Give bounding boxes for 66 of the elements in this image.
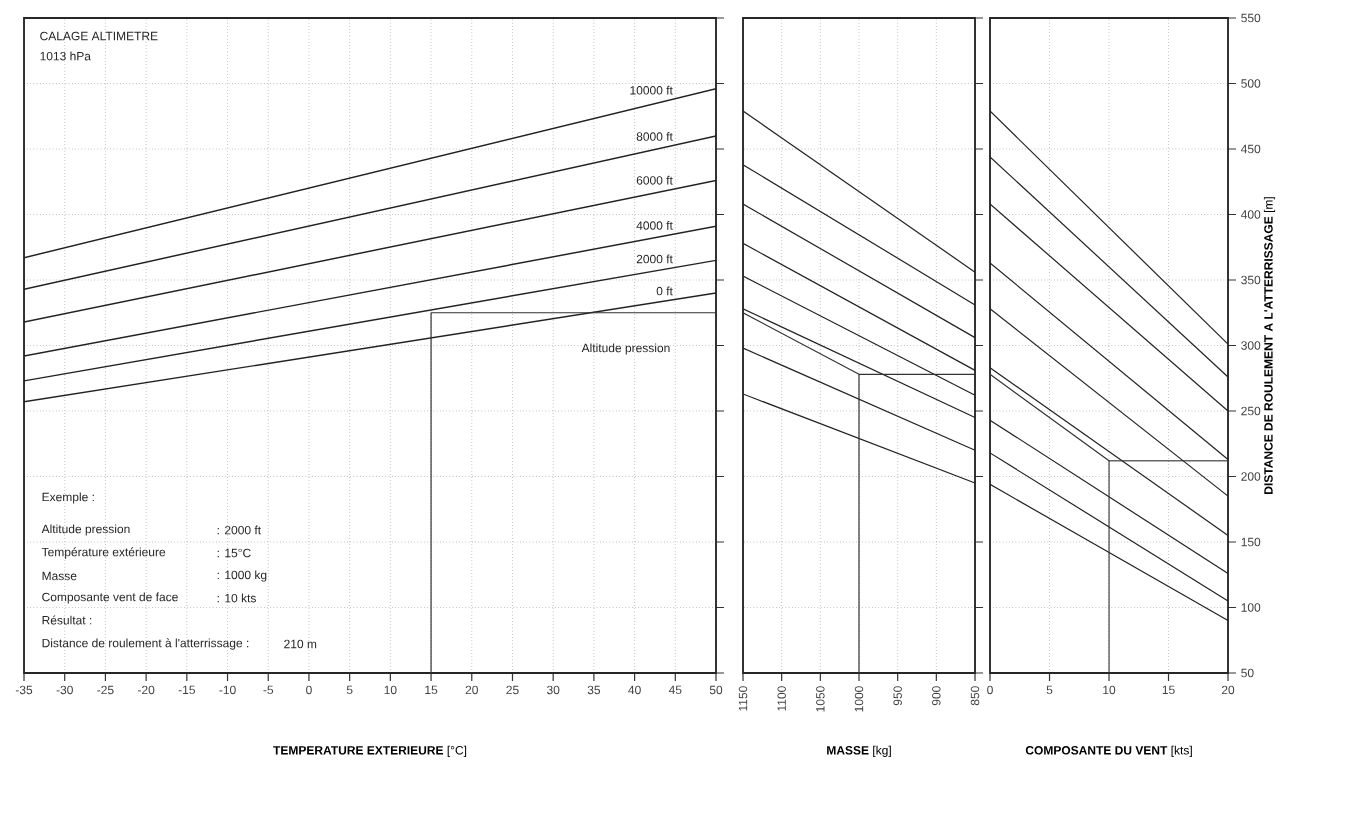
annotation: : 10 kts <box>217 593 256 603</box>
x-tick-label: 15 <box>425 685 438 695</box>
x-tick-label: 1150 <box>738 686 748 711</box>
annotation: Masse <box>42 571 77 581</box>
annotation: Température extérieure <box>41 547 166 559</box>
x-tick-label: 40 <box>628 685 641 695</box>
series-label: 0 ft <box>656 286 673 296</box>
x-axis-title: COMPOSANTE DU VENT [kts] <box>1025 745 1192 757</box>
x-tick-label: 50 <box>709 685 723 695</box>
y-tick-label: 300 <box>1241 341 1261 350</box>
x-tick-label: 10 <box>1103 685 1116 695</box>
x-tick-label: 45 <box>668 685 682 695</box>
x-tick-label: -25 <box>97 685 114 695</box>
y-tick-label: 500 <box>1241 79 1261 88</box>
y-tick-label: 200 <box>1241 472 1261 481</box>
annotation: Composante vent de face <box>42 592 178 604</box>
series-label: 4000 ft <box>636 221 673 230</box>
annotation: Exemple : <box>42 492 94 504</box>
x-tick-label: 850 <box>970 686 980 706</box>
series-label: 8000 ft <box>636 132 673 141</box>
x-tick-label: 1100 <box>777 686 786 711</box>
x-tick-label: 1000 <box>854 686 864 712</box>
series-label: 10000 ft <box>630 85 673 95</box>
annotation: Altitude pression <box>41 524 130 536</box>
annotation: 210 m <box>284 639 317 649</box>
x-tick-label: 15 <box>1162 685 1175 695</box>
y-tick-label: 400 <box>1240 210 1261 219</box>
x-tick-label: 5 <box>346 685 353 695</box>
x-tick-label: 0 <box>987 685 993 695</box>
x-tick-label: 900 <box>932 686 941 706</box>
x-tick-label: 1050 <box>816 686 825 712</box>
y-tick-label: 350 <box>1241 275 1261 285</box>
x-tick-label: 0 <box>306 685 312 695</box>
x-tick-label: -5 <box>263 685 274 695</box>
x-tick-label: 35 <box>587 685 601 695</box>
y-tick-label: 150 <box>1241 537 1261 547</box>
y-tick-label: 550 <box>1241 13 1261 23</box>
x-tick-label: -20 <box>138 685 155 695</box>
x-tick-label: 25 <box>506 685 519 695</box>
y-tick-label: 50 <box>1241 668 1254 678</box>
annotation: 1013 hPa <box>40 51 91 61</box>
x-axis-title: TEMPERATURE EXTERIEURE [°C] <box>273 745 467 757</box>
x-tick-label: -30 <box>56 685 73 695</box>
x-tick-label: 950 <box>893 686 902 706</box>
y-tick-label: 100 <box>1241 603 1261 612</box>
x-axis-title: MASSE [kg] <box>827 745 891 757</box>
x-tick-label: -10 <box>219 685 236 695</box>
x-tick-label: -15 <box>178 685 195 695</box>
annotation: Distance de roulement à l'atterrissage : <box>42 638 249 650</box>
annotation: : 1000 kg <box>217 570 267 582</box>
annotation: : 2000 ft <box>217 525 261 535</box>
annotation: : 15°C <box>217 548 251 558</box>
x-tick-label: -35 <box>15 685 33 695</box>
x-tick-label: 5 <box>1046 685 1053 695</box>
series-label: 2000 ft <box>636 254 673 264</box>
y-axis-title: DISTANCE DE ROULEMENT A L'ATTERRISSAGE [m] <box>1263 197 1276 494</box>
annotation: Résultat : <box>42 615 92 625</box>
x-tick-label: 10 <box>384 685 397 695</box>
x-tick-label: 30 <box>546 685 560 695</box>
y-tick-label: 250 <box>1241 406 1261 416</box>
series-label: 6000 ft <box>636 175 673 185</box>
annotation: Altitude pression <box>581 343 670 355</box>
x-tick-label: 20 <box>1221 685 1235 695</box>
x-tick-label: 20 <box>465 685 478 695</box>
y-tick-label: 450 <box>1240 144 1261 154</box>
annotation: CALAGE ALTIMETRE <box>40 31 158 41</box>
